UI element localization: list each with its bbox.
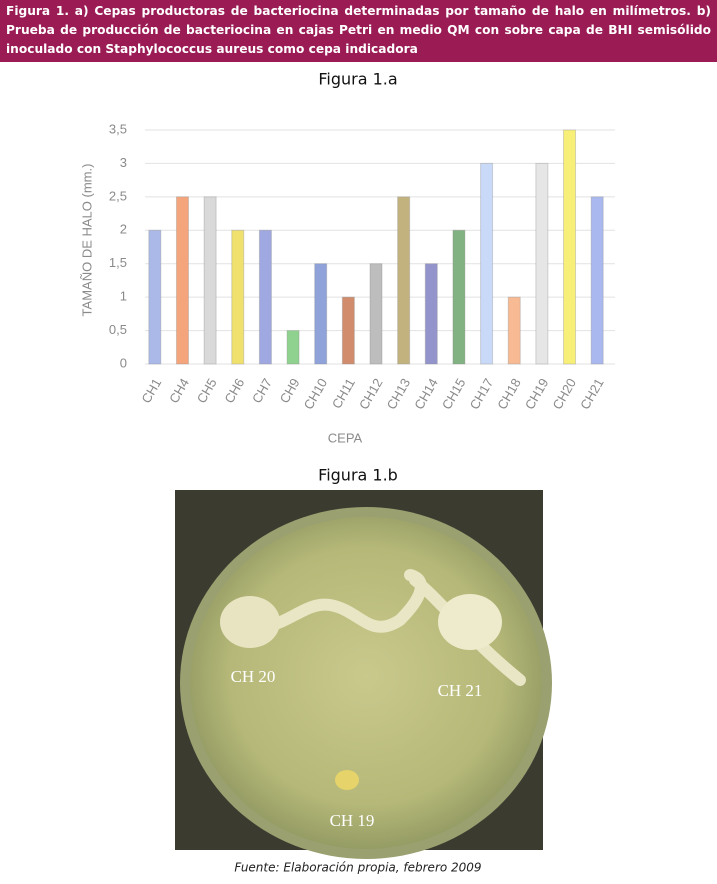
x-tick-label: CH20: [549, 376, 579, 412]
bar: [286, 330, 300, 365]
bar: [175, 196, 189, 365]
halo: [220, 596, 280, 648]
x-tick-label: CH6: [221, 376, 247, 406]
y-tick-label: 1,5: [109, 255, 127, 270]
chart-title: Figura 1.a: [318, 70, 397, 89]
x-tick-label: CH21: [577, 376, 607, 412]
caption: Figura 1. a) Cepas productoras de bacter…: [0, 0, 717, 62]
photo-label: CH 20: [231, 667, 276, 686]
bar: [563, 129, 577, 365]
x-tick-label: CH10: [301, 376, 331, 412]
bar: [258, 229, 272, 365]
bar: [590, 196, 604, 365]
figure-b-title: Figura 1.b: [318, 466, 398, 485]
photo-label: CH 21: [438, 681, 483, 700]
y-tick-label: 1: [120, 289, 127, 304]
bar: [148, 229, 162, 365]
x-tick-label: CH11: [329, 376, 358, 411]
x-tick-label: CH19: [522, 376, 552, 412]
bar: [397, 196, 411, 365]
photo-label: CH 19: [330, 811, 375, 830]
halo: [335, 770, 359, 790]
x-tick-label: CH9: [277, 376, 303, 406]
x-tick-label: CH4: [166, 376, 192, 406]
y-tick-label: 0: [120, 355, 127, 370]
y-tick-label: 0,5: [109, 322, 127, 337]
x-tick-label: CH5: [194, 376, 220, 406]
bar: [535, 162, 549, 365]
y-tick-label: 3: [120, 155, 127, 170]
halo: [438, 594, 502, 650]
bar: [341, 296, 355, 365]
bar: [369, 263, 383, 365]
x-tick-label: CH7: [249, 376, 275, 406]
y-tick-label: 3,5: [109, 121, 127, 136]
bar: [507, 296, 521, 365]
x-tick-label: CH15: [439, 376, 469, 412]
source: Fuente: Elaboración propia, febrero 2009: [234, 861, 481, 875]
bar: [231, 229, 245, 365]
y-tick-label: 2: [120, 222, 127, 237]
bar: [480, 162, 494, 365]
bar: [452, 229, 466, 365]
bar: [424, 263, 438, 365]
x-tick-label: CH14: [411, 376, 441, 412]
x-tick-label: CH13: [384, 376, 414, 412]
x-tick-label: CH1: [138, 376, 164, 406]
x-tick-label: CH17: [467, 376, 497, 412]
x-tick-label: CH12: [356, 376, 386, 412]
y-axis-label: TAMAÑO DE HALO (mm.): [79, 164, 94, 317]
x-tick-label: CH18: [494, 376, 524, 412]
x-axis-label: CEPA: [328, 430, 363, 445]
y-tick-label: 2,5: [109, 188, 127, 203]
bar: [203, 196, 217, 365]
bar: [314, 263, 328, 365]
